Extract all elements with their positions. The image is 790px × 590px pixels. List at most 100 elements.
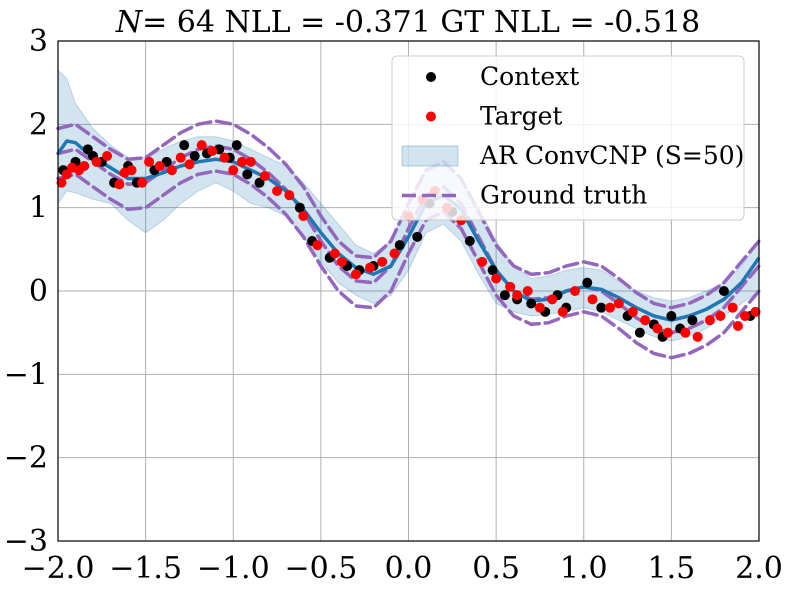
target-point [389,248,400,259]
context-point [242,169,253,180]
legend: Context Target AR ConvCNP (S=50) Ground tru… [391,55,745,221]
legend-label-3: Ground truth [480,181,647,210]
target-point [715,311,726,321]
target-point [196,140,207,151]
target-point [56,177,67,188]
x-tick-label: −1.0 [197,551,270,586]
legend-marker-2 [401,145,459,167]
y-tick-label: −1 [4,357,48,392]
context-point [582,277,593,288]
target-point [547,294,558,305]
target-point [207,146,218,156]
target-point [298,211,309,221]
context-point [596,302,607,313]
target-point [569,286,580,296]
title-n-symbol: N [115,5,144,40]
x-tick-label: 1.0 [560,551,608,586]
context-point [634,327,645,338]
x-tick-label: −1.5 [109,551,182,586]
target-point [350,269,361,280]
target-point [284,190,295,201]
target-point [364,262,375,273]
target-point [739,311,750,321]
context-point [499,290,510,301]
plot-frame [57,40,760,542]
legend-marker-0 [426,72,436,82]
target-point [329,248,340,259]
context-point [487,265,498,276]
y-tick-label: −3 [4,524,48,559]
target-point [184,159,195,170]
model-mean-line [56,139,761,322]
y-tick-label: −2 [4,441,48,476]
target-point [259,171,270,181]
target-point [114,179,125,190]
target-point [662,327,673,338]
context-point [412,231,423,242]
y-tick-label: 1 [29,191,48,226]
x-tick-label: 1.5 [648,551,696,586]
target-point [652,323,663,334]
target-point [512,290,523,301]
x-tick-label: 0.0 [385,551,433,586]
legend-label-1: Target [480,102,562,131]
ground-truth-lower [56,169,761,360]
context-point [464,236,475,246]
target-point [732,321,743,331]
target-point [126,165,137,176]
target-point [505,281,516,292]
target-point [79,161,90,171]
target-point [102,151,113,161]
target-point [727,302,738,313]
target-point [219,152,230,163]
target-point [522,286,533,296]
target-point [587,294,598,305]
target-point [491,273,502,284]
target-point [237,156,248,167]
tick-labels: −2.0 −1.5 −1.0 −0.5 0.0 0.5 1.0 1.5 2.0 −3 −2 −1 0 1 2… [4,24,783,586]
target-point [228,165,239,176]
y-tick-label: 2 [29,107,48,142]
target-point [627,306,638,317]
target-point [680,327,691,338]
target-point [605,302,616,313]
chart-title: N= 64 NLL = -0.371 GT NLL = -0.518 [115,5,700,40]
legend-label-2: AR ConvCNP (S=50) [479,141,744,170]
x-tick-label: 0.5 [472,551,520,586]
target-point [137,177,148,188]
context-point [179,140,190,151]
target-point [640,315,651,326]
target-point [477,256,488,267]
target-point [272,186,283,196]
context-point [189,151,200,161]
title-rest: = 64 NLL = -0.371 GT NLL = -0.518 [142,5,700,40]
target-point [245,156,256,167]
target-point [312,240,323,251]
model-mean-layer [56,139,761,322]
y-tick-label: 3 [29,24,48,59]
points-layer [56,140,761,342]
target-point [613,298,624,309]
x-tick-label: −2.0 [22,551,95,586]
target-point [154,161,165,171]
target-point [166,165,177,176]
target-point [692,331,703,342]
context-point [294,202,305,213]
context-point [394,240,405,251]
context-point [231,140,242,151]
context-point [718,286,729,296]
target-point [534,302,545,313]
target-point [91,156,102,167]
target-point [175,152,186,163]
y-tick-label: 0 [29,274,48,309]
target-point [144,156,155,167]
target-point [557,306,568,317]
context-point [666,311,677,321]
context-point [526,298,537,309]
x-tick-label: 2.0 [735,551,783,586]
x-tick-label: −0.5 [284,551,357,586]
target-point [704,315,715,326]
legend-box [391,55,745,221]
target-point [377,256,388,267]
